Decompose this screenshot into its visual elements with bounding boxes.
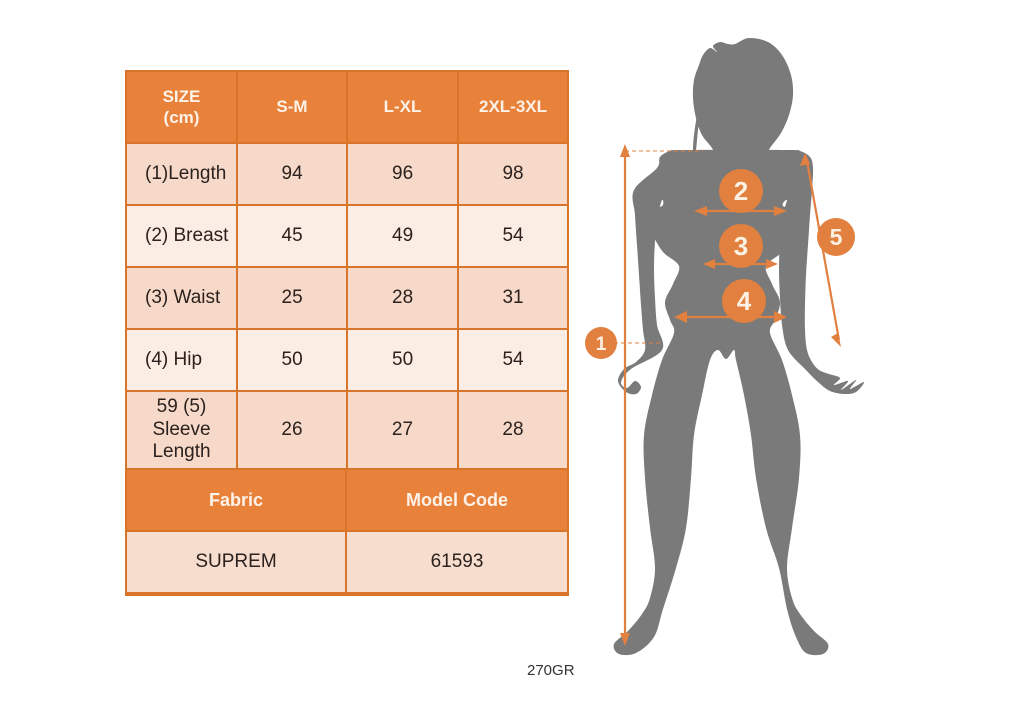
svg-text:2: 2 <box>734 176 748 206</box>
svg-text:4: 4 <box>737 286 752 316</box>
svg-text:1: 1 <box>596 334 607 355</box>
svg-text:5: 5 <box>830 224 843 250</box>
svg-text:3: 3 <box>734 231 748 261</box>
